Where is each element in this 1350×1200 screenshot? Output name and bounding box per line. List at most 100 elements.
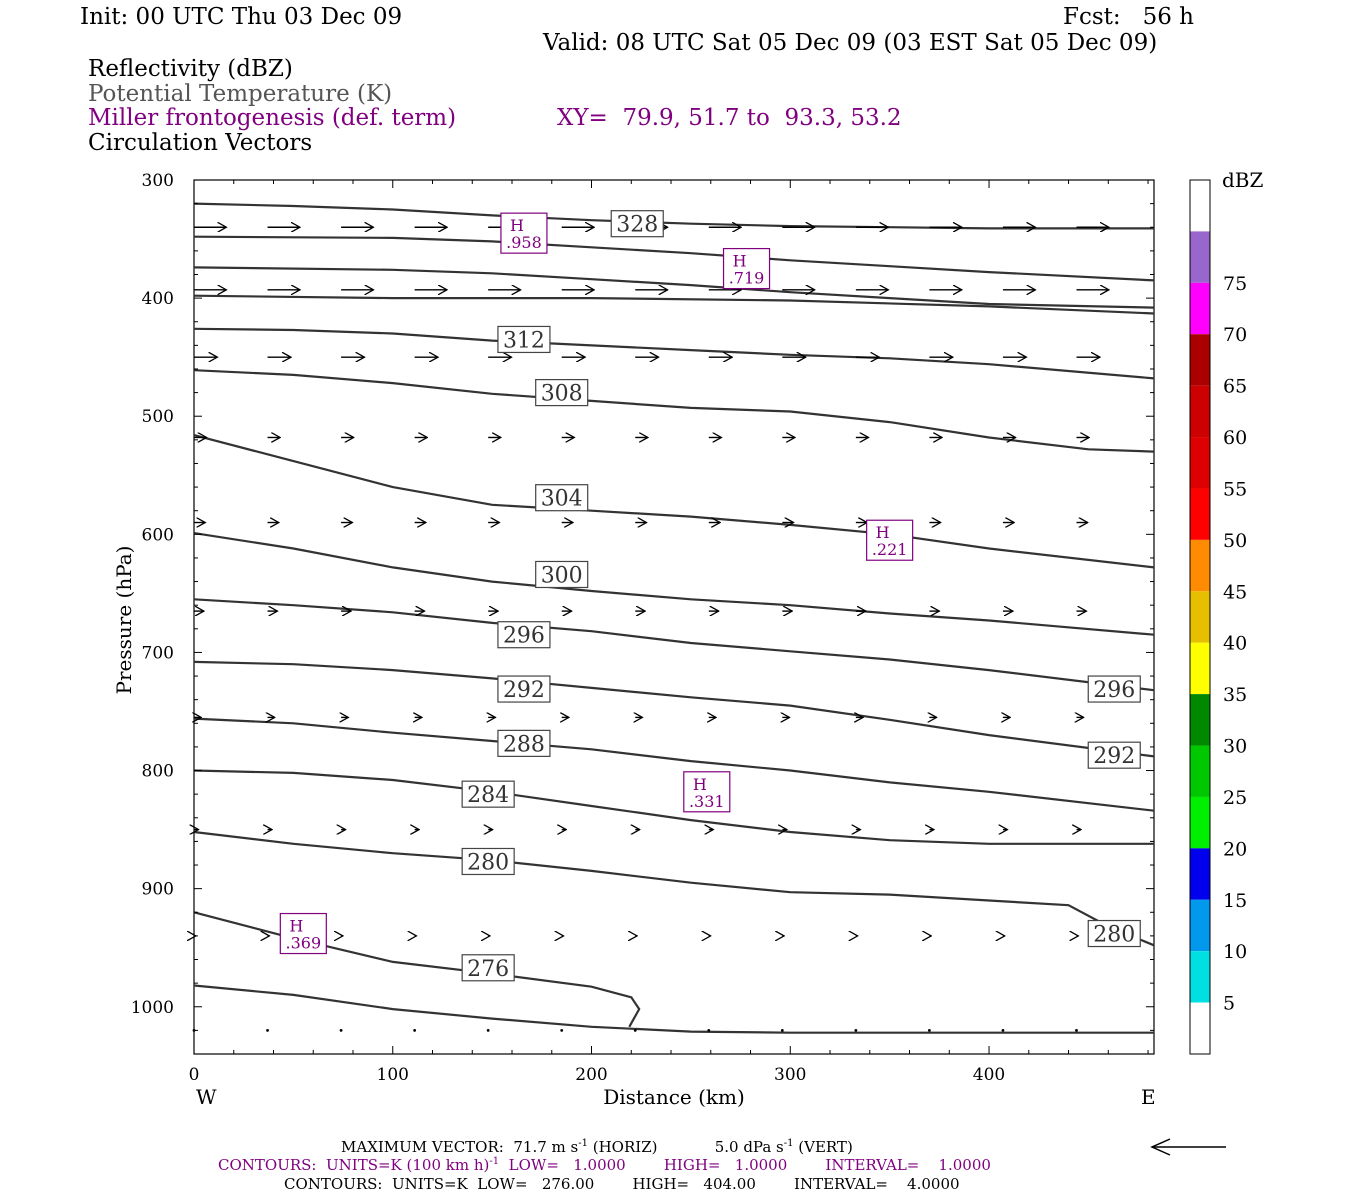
svg-text:.331: .331 <box>689 792 725 811</box>
y-tick-label: 600 <box>142 525 174 545</box>
field-reflectivity: Reflectivity (dBZ) <box>88 56 293 82</box>
colorbar-bin <box>1190 1002 1210 1054</box>
colorbar-bin <box>1190 951 1210 1003</box>
reference-vector-arrow <box>1150 1138 1226 1156</box>
forecast-hour: Fcst: 56 h <box>1063 4 1194 30</box>
svg-text:304: 304 <box>541 487 583 512</box>
colorbar-bin <box>1190 848 1210 900</box>
svg-text:292: 292 <box>503 678 545 703</box>
svg-text:.958: .958 <box>506 233 542 252</box>
contour-label: 300 <box>535 560 589 588</box>
west-label: W <box>196 1085 217 1109</box>
svg-text:288: 288 <box>503 732 545 757</box>
colorbar-unit: dBZ <box>1222 168 1264 192</box>
svg-text:296: 296 <box>503 624 545 649</box>
y-axis-label: Pressure (hPa) <box>112 546 136 695</box>
colorbar-bin <box>1190 694 1210 746</box>
theta-contour-info: CONTOURS: UNITS=K LOW= 276.00 HIGH= 404.… <box>284 1175 960 1193</box>
colorbar-bin <box>1190 642 1210 695</box>
colorbar-bin <box>1190 899 1210 952</box>
colorbar-bin <box>1190 385 1210 438</box>
colorbar-label: 35 <box>1223 684 1247 706</box>
svg-text:.221: .221 <box>872 540 908 559</box>
colorbar-label: 55 <box>1223 478 1247 500</box>
colorbar-bin <box>1190 437 1210 489</box>
colorbar-label: 75 <box>1223 273 1247 295</box>
y-tick-label: 1000 <box>131 998 174 1018</box>
contour-label: 308 <box>535 378 589 407</box>
theta-contour-320-12 <box>193 266 1155 309</box>
theta-contour-308-9 <box>193 369 1155 453</box>
colorbar-bin <box>1190 488 1210 540</box>
svg-text:H: H <box>693 775 707 794</box>
circulation-vector <box>633 1028 637 1032</box>
colorbar-bin <box>1190 180 1210 232</box>
theta-contour-280-2 <box>193 830 1155 947</box>
colorbar-label: 65 <box>1223 376 1247 398</box>
colorbar-label: 45 <box>1223 581 1247 603</box>
contour-label: 296 <box>497 621 551 649</box>
max-vector-info: MAXIMUM VECTOR: 71.7 m s-1 (HORIZ) 5.0 d… <box>341 1138 853 1156</box>
theta-contour-324-13 <box>193 235 1155 282</box>
x-tick-label: 200 <box>575 1065 607 1085</box>
contour-label: 296 <box>1087 675 1141 703</box>
x-tick-label: 400 <box>973 1065 1005 1085</box>
circulation-vector <box>1001 1028 1005 1032</box>
contour-label: 280 <box>461 847 515 875</box>
svg-text:296: 296 <box>1093 678 1135 703</box>
cross-section-endpoints: XY= 79.9, 51.7 to 93.3, 53.2 <box>557 105 902 131</box>
circulation-vector <box>486 1028 490 1032</box>
svg-text:.719: .719 <box>729 269 765 288</box>
valid-time: Valid: 08 UTC Sat 05 Dec 09 (03 EST Sat … <box>543 30 1158 56</box>
y-tick-label: 700 <box>142 643 174 663</box>
svg-text:280: 280 <box>1093 923 1135 948</box>
svg-text:312: 312 <box>503 328 545 353</box>
circulation-vector <box>854 1028 858 1032</box>
colorbar-bin <box>1190 591 1210 643</box>
y-tick-label: 300 <box>142 171 174 191</box>
colorbar-label: 10 <box>1223 941 1247 963</box>
theta-contour-292-5 <box>193 660 1155 758</box>
colorbar-bin <box>1190 231 1210 283</box>
circulation-vector <box>780 1028 784 1032</box>
colorbar-label: 15 <box>1223 890 1247 912</box>
y-tick-label: 400 <box>142 289 174 309</box>
theta-contour-312-10 <box>193 327 1155 380</box>
colorbar-bin <box>1190 745 1210 797</box>
svg-text:H: H <box>733 252 747 271</box>
svg-text:284: 284 <box>467 783 509 808</box>
field-potential-temperature: Potential Temperature (K) <box>88 81 393 107</box>
y-tick-label: 900 <box>142 880 174 900</box>
colorbar-bin <box>1190 334 1210 386</box>
x-tick-label: 0 <box>189 1065 200 1085</box>
theta-contour-304-8 <box>193 434 1155 569</box>
svg-text:292: 292 <box>1093 744 1135 769</box>
svg-text:276: 276 <box>467 957 509 982</box>
colorbar-label: 5 <box>1223 993 1235 1015</box>
contour-label: 328 <box>610 210 664 238</box>
contour-label: 292 <box>497 675 551 703</box>
svg-text:H: H <box>289 917 303 936</box>
contour-label: 284 <box>461 780 515 808</box>
circulation-vector <box>707 1028 711 1032</box>
svg-text:328: 328 <box>616 213 658 238</box>
svg-text:308: 308 <box>541 382 583 407</box>
theta-contour-316-11 <box>193 294 1155 315</box>
contour-label: 276 <box>461 954 515 982</box>
theta-contour-276-1 <box>193 984 1154 1034</box>
circulation-vector <box>560 1028 564 1032</box>
circulation-vector <box>1075 1028 1078 1032</box>
svg-text:H: H <box>510 216 524 235</box>
theta-contour-284-3 <box>193 769 1154 845</box>
east-label: E <box>1141 1085 1156 1109</box>
plot-frame <box>193 179 1155 1055</box>
svg-text:.369: .369 <box>286 934 322 953</box>
frontogenesis-max: H.958 <box>500 212 548 254</box>
frontogenesis-max: H.221 <box>866 519 914 561</box>
theta-contour-288-4 <box>193 717 1155 812</box>
frontogenesis-max: H.369 <box>279 912 327 955</box>
svg-text:300: 300 <box>541 563 583 588</box>
contour-label: 312 <box>497 325 551 353</box>
colorbar-label: 60 <box>1223 427 1247 449</box>
theta-contour-300-7 <box>193 532 1155 636</box>
